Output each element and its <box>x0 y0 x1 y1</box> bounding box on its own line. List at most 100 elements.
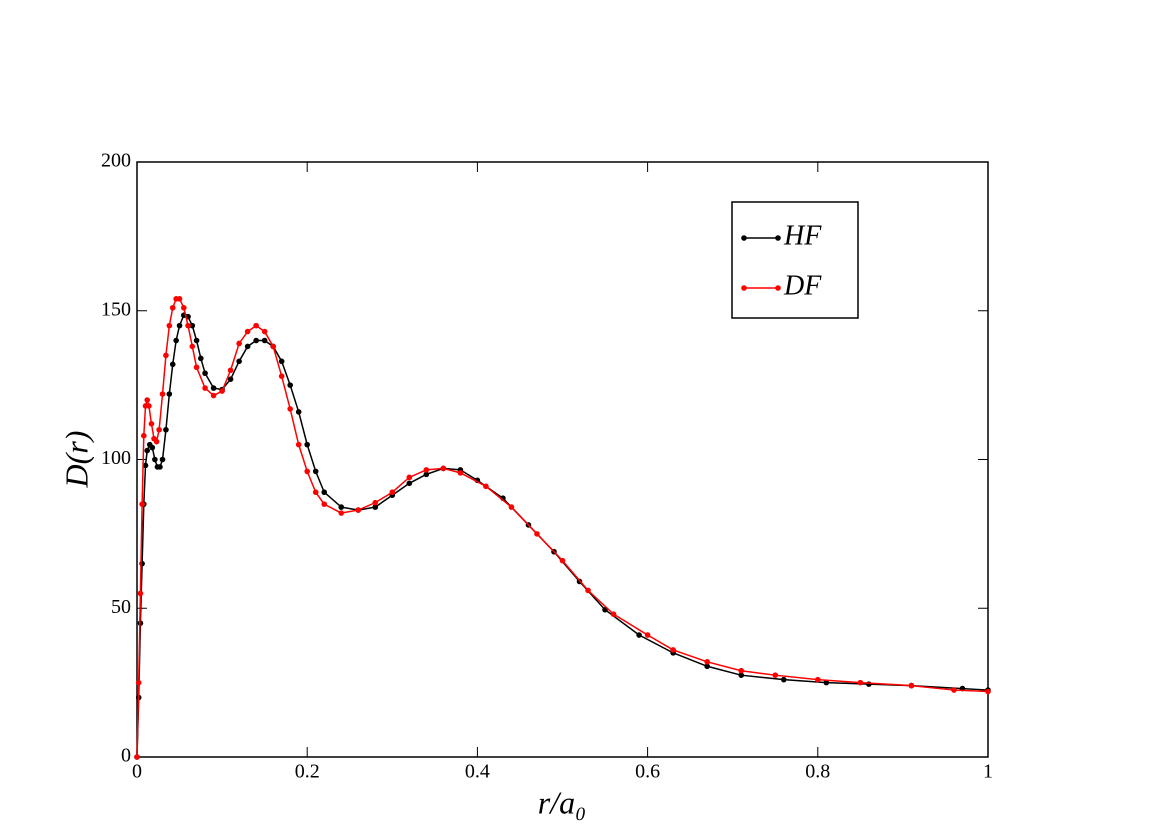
data-point <box>644 632 651 638</box>
data-point <box>610 611 617 617</box>
y-tick-label: 200 <box>101 150 131 172</box>
data-point <box>534 531 540 537</box>
data-point <box>304 468 311 475</box>
data-point <box>321 501 328 507</box>
data-point <box>139 501 145 507</box>
data-point <box>278 358 285 365</box>
data-point <box>159 456 166 463</box>
data-point <box>670 647 676 653</box>
series-line <box>136 298 989 758</box>
data-point <box>738 672 745 678</box>
y-tick-label: 0 <box>121 745 131 767</box>
data-point <box>227 376 234 382</box>
data-point <box>261 328 268 335</box>
data-point <box>857 679 864 686</box>
data-point <box>287 382 293 388</box>
data-point <box>704 663 710 670</box>
data-point <box>176 322 183 329</box>
data-point <box>585 587 591 594</box>
data-point <box>321 489 328 496</box>
data-point <box>738 667 745 674</box>
data-point <box>210 385 217 391</box>
data-point <box>189 322 196 329</box>
y-tick-label: 100 <box>101 447 131 469</box>
x-tick-label: 0 <box>132 761 142 783</box>
legend-label: HF <box>783 220 822 251</box>
data-point <box>166 391 173 397</box>
data-point <box>202 385 208 391</box>
x-tick-label: 1 <box>983 761 993 783</box>
data-point <box>985 688 991 695</box>
data-point <box>372 499 379 506</box>
data-point <box>406 480 413 487</box>
series-line <box>136 314 989 758</box>
data-point <box>210 392 217 399</box>
data-point <box>483 483 489 490</box>
data-point <box>355 507 362 513</box>
data-point <box>253 337 259 344</box>
data-point <box>163 426 169 433</box>
data-point <box>144 447 151 454</box>
data-point <box>338 510 345 516</box>
data-point <box>866 681 872 687</box>
data-point <box>198 355 204 362</box>
data-point <box>139 560 145 567</box>
data-point <box>908 682 915 689</box>
data-point <box>287 406 293 412</box>
data-point <box>134 754 140 760</box>
data-point <box>244 328 251 335</box>
x-tick-label: 0.8 <box>805 761 830 783</box>
data-point <box>270 343 276 350</box>
data-point <box>144 397 151 403</box>
data-point <box>295 441 302 448</box>
x-tick-label: 0.2 <box>295 761 320 783</box>
data-point <box>278 373 285 380</box>
legend-label: DF <box>783 270 822 301</box>
y-axis-label: D(r) <box>58 431 94 489</box>
data-point <box>244 343 251 350</box>
data-point <box>423 467 430 473</box>
y-tick-label: 50 <box>111 596 131 618</box>
data-point <box>312 468 319 475</box>
y-tick-label: 150 <box>101 298 131 320</box>
data-point <box>236 358 242 365</box>
data-point <box>406 474 413 481</box>
data-point <box>951 687 957 693</box>
data-point <box>135 679 142 686</box>
data-point <box>457 470 464 476</box>
data-point <box>219 388 225 394</box>
data-point <box>202 370 208 377</box>
data-point <box>185 322 191 329</box>
data-point <box>149 444 156 451</box>
data-point <box>508 504 515 510</box>
data-point <box>295 409 302 415</box>
legend-dot <box>775 285 781 291</box>
data-point <box>312 489 319 496</box>
data-point <box>423 471 430 478</box>
data-point <box>169 304 176 311</box>
data-point <box>166 322 173 329</box>
data-point <box>142 462 149 469</box>
data-point <box>261 337 268 344</box>
data-point <box>236 340 242 347</box>
data-point <box>304 441 311 448</box>
data-point <box>156 426 162 433</box>
data-point <box>193 364 200 371</box>
data-point <box>176 296 183 302</box>
plot-frame <box>136 161 989 758</box>
x-tick-label: 0.4 <box>465 761 490 783</box>
data-point <box>772 672 779 678</box>
data-point <box>780 676 787 683</box>
data-point <box>153 438 160 445</box>
legend-dot <box>741 285 747 291</box>
data-point <box>146 403 152 409</box>
data-point <box>157 464 163 470</box>
data-point <box>559 557 566 564</box>
legend-box <box>731 201 859 319</box>
data-point <box>704 659 710 665</box>
x-axis-label: r/a₀ <box>538 784 586 820</box>
data-point <box>636 632 642 638</box>
data-point <box>152 456 158 463</box>
data-point <box>823 679 830 686</box>
